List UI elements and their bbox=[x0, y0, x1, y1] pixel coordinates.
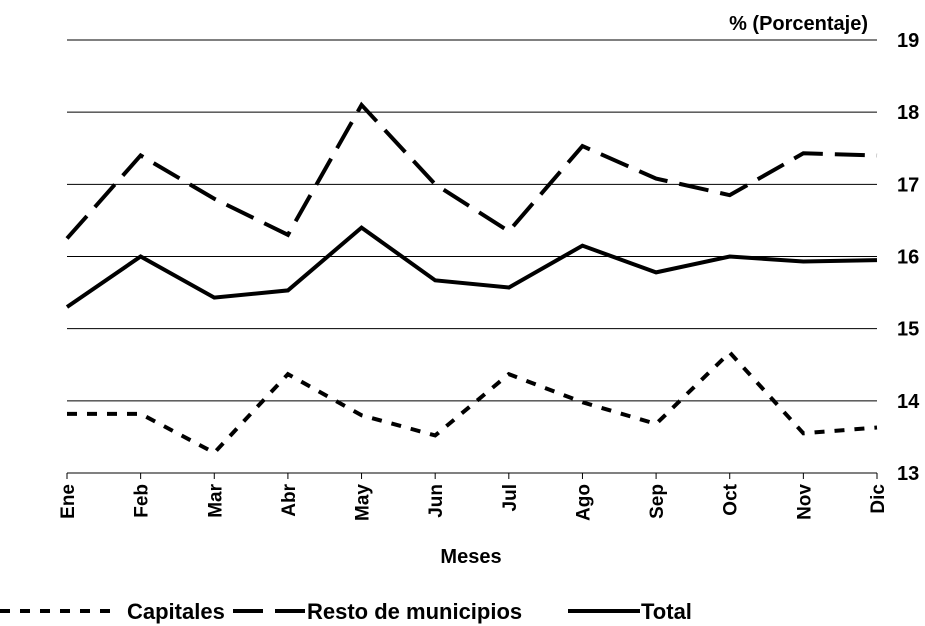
y-axis-ticks: 13 14 15 16 17 18 19 bbox=[897, 30, 920, 485]
y-tick-label: 16 bbox=[897, 247, 919, 269]
gridlines bbox=[67, 39, 877, 402]
x-tick-label: May bbox=[353, 484, 374, 521]
x-axis-ticks: Ene Feb Mar Abr May Jun Jul Ago Sep Oct Nov Dic bbox=[58, 483, 889, 521]
y-tick-label: 18 bbox=[897, 102, 919, 124]
x-tick-label: Nov bbox=[794, 484, 815, 520]
series-line-resto-de-municipios bbox=[65, 101, 878, 240]
x-tick-label: Oct bbox=[721, 483, 742, 515]
x-tick-label: Ago bbox=[573, 484, 594, 521]
y-tick-label: 15 bbox=[897, 319, 919, 341]
x-tick-label: Abr bbox=[279, 483, 300, 516]
x-tick-label: Mar bbox=[205, 483, 226, 517]
y-tick-label: 19 bbox=[897, 30, 919, 52]
x-tick-label: Ene bbox=[58, 484, 79, 519]
legend-label: Capitales bbox=[127, 599, 225, 624]
series-lines bbox=[65, 101, 878, 456]
y-axis-title: % (Porcentaje) bbox=[729, 13, 868, 35]
series-line-capitales bbox=[67, 349, 878, 456]
x-tick-label: Jun bbox=[426, 484, 447, 518]
x-tick-label: Sep bbox=[647, 484, 668, 519]
y-tick-label: 17 bbox=[897, 174, 919, 196]
legend: Capitales Resto de municipios Total bbox=[0, 599, 692, 624]
y-tick-label: 13 bbox=[897, 463, 919, 485]
x-axis bbox=[66, 472, 878, 479]
y-tick-label: 14 bbox=[897, 391, 920, 413]
legend-label: Total bbox=[641, 599, 692, 624]
series-line-total bbox=[65, 225, 878, 309]
x-tick-label: Feb bbox=[132, 484, 153, 518]
x-tick-label: Jul bbox=[500, 484, 521, 511]
legend-label: Resto de municipios bbox=[307, 599, 522, 624]
x-tick-label: Dic bbox=[868, 484, 889, 514]
x-axis-title: Meses bbox=[440, 546, 501, 568]
